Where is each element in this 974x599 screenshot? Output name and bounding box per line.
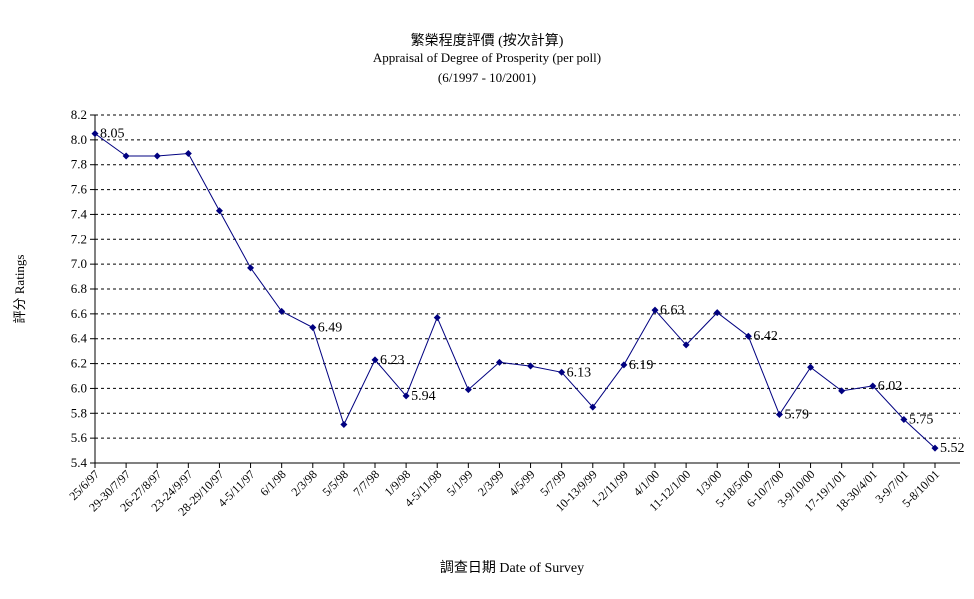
x-tick-label: 5/5/98 xyxy=(319,467,351,499)
data-point xyxy=(589,403,597,411)
data-point xyxy=(464,386,472,394)
data-point xyxy=(122,152,130,160)
data-point xyxy=(558,368,566,376)
data-point xyxy=(931,444,939,452)
data-point xyxy=(247,264,255,272)
y-tick-label: 6.0 xyxy=(71,380,87,395)
data-label: 5.75 xyxy=(909,413,934,428)
data-point xyxy=(713,309,721,317)
y-tick-label: 5.8 xyxy=(71,405,87,420)
data-point xyxy=(433,314,441,322)
chart-period: (6/1997 - 10/2001) xyxy=(437,70,537,85)
y-tick-label: 6.2 xyxy=(71,356,87,371)
data-label: 6.63 xyxy=(660,303,685,318)
x-tick-label: 6/1/98 xyxy=(257,467,289,499)
data-point xyxy=(371,356,379,364)
y-tick-label: 6.6 xyxy=(71,306,88,321)
chart-subtitle: Appraisal of Degree of Prosperity (per p… xyxy=(372,50,602,65)
x-tick-label: 2/3/99 xyxy=(475,467,507,499)
data-point xyxy=(744,332,752,340)
data-point xyxy=(153,152,161,160)
data-point xyxy=(402,392,410,400)
y-tick-label: 5.6 xyxy=(71,430,88,445)
series-line xyxy=(94,133,936,449)
data-point xyxy=(807,363,815,371)
chart-title: 繁榮程度評價 (按次計算) xyxy=(410,34,564,49)
y-tick-label: 7.8 xyxy=(71,157,87,172)
data-point xyxy=(900,416,908,423)
data-point xyxy=(620,361,628,369)
x-tick-label: 2/3/98 xyxy=(288,467,320,499)
data-label: 6.13 xyxy=(567,365,592,380)
data-label: 8.05 xyxy=(100,127,125,142)
data-label: 6.23 xyxy=(380,353,405,368)
y-tick-label: 8.0 xyxy=(71,132,87,147)
data-label: 5.52 xyxy=(940,441,965,456)
data-point xyxy=(682,341,690,349)
y-tick-label: 6.4 xyxy=(71,331,88,346)
data-point xyxy=(278,307,286,315)
x-axis-label: 調查日期 Date of Survey xyxy=(440,560,584,576)
x-tick-label: 5/1/99 xyxy=(444,467,476,499)
y-tick-label: 6.8 xyxy=(71,281,87,296)
data-point xyxy=(215,207,223,215)
data-point xyxy=(775,411,783,419)
y-tick-label: 7.4 xyxy=(71,206,88,221)
data-label: 5.79 xyxy=(784,408,809,423)
data-label: 6.02 xyxy=(878,379,903,394)
data-point xyxy=(309,324,317,332)
y-axis-label: 評分 Ratings xyxy=(12,255,27,324)
data-label: 6.49 xyxy=(318,321,343,336)
y-tick-label: 7.2 xyxy=(71,231,87,246)
data-point xyxy=(869,382,877,390)
y-tick-label: 8.2 xyxy=(71,107,87,122)
data-point xyxy=(184,150,192,158)
data-point xyxy=(340,420,348,428)
y-tick-label: 5.4 xyxy=(71,455,88,470)
data-label: 6.19 xyxy=(629,358,654,373)
data-label: 6.42 xyxy=(753,329,778,344)
y-tick-label: 7.0 xyxy=(71,256,87,271)
x-tick-label: 4/5/99 xyxy=(506,467,538,499)
data-label: 5.94 xyxy=(411,389,436,404)
data-point xyxy=(527,362,535,370)
data-point xyxy=(838,387,846,395)
x-tick-label: 7/7/98 xyxy=(351,467,383,499)
data-point xyxy=(91,130,99,138)
data-point xyxy=(495,358,503,366)
y-tick-label: 7.6 xyxy=(71,182,88,197)
data-point xyxy=(651,306,659,314)
